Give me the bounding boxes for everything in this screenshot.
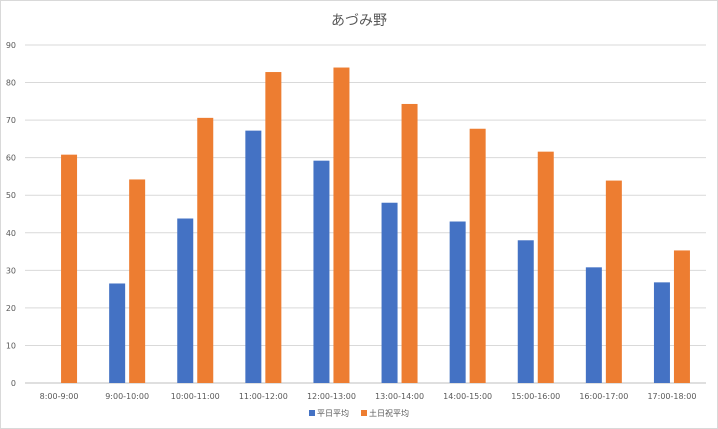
y-tick-label: 10 — [6, 341, 16, 350]
x-tick-label: 15:00-16:00 — [511, 392, 560, 401]
y-tick-label: 90 — [6, 41, 16, 50]
x-tick-label: 13:00-14:00 — [375, 392, 424, 401]
bar-weekday — [653, 282, 670, 383]
bar-weekday — [517, 240, 534, 383]
bar-holiday — [605, 180, 622, 383]
x-tick-label: 11:00-12:00 — [239, 392, 288, 401]
bar-weekday — [245, 130, 262, 383]
bar-holiday — [61, 154, 78, 383]
bar-weekday — [177, 218, 194, 383]
y-tick-label: 50 — [6, 191, 16, 200]
bar-holiday — [333, 67, 350, 384]
legend-swatch-weekday — [309, 410, 315, 416]
x-tick-label: 14:00-15:00 — [443, 392, 492, 401]
bars — [61, 67, 690, 384]
x-tick-label: 16:00-17:00 — [579, 392, 628, 401]
legend-label-holiday: 土日祝平均 — [369, 408, 409, 418]
bar-holiday — [197, 117, 214, 383]
y-tick-label: 40 — [6, 229, 16, 238]
gridlines — [25, 44, 706, 384]
legend-label-weekday: 平日平均 — [317, 408, 349, 418]
bar-holiday — [401, 103, 418, 383]
bar-weekday — [449, 221, 466, 383]
bar-weekday — [109, 283, 126, 383]
x-tick-label: 12:00-13:00 — [307, 392, 356, 401]
x-tick-label: 17:00-18:00 — [647, 392, 696, 401]
bar-holiday — [537, 151, 554, 383]
x-axis-ticks: 8:00-9:00 9:00-10:00 10:00-11:00 11:00-12:0… — [40, 392, 697, 401]
bar-weekday — [313, 160, 330, 383]
y-axis-ticks: 0 10 20 30 40 50 60 70 80 90 — [6, 41, 16, 388]
y-tick-label: 30 — [6, 266, 16, 275]
y-tick-label: 60 — [6, 154, 16, 163]
y-tick-label: 70 — [6, 116, 16, 125]
bar-holiday — [129, 179, 146, 383]
legend-swatch-holiday — [361, 410, 367, 416]
x-tick-label: 9:00-10:00 — [105, 392, 149, 401]
bar-weekday — [585, 267, 602, 383]
y-tick-label: 80 — [6, 79, 16, 88]
bar-holiday — [265, 72, 282, 383]
bar-weekday — [381, 202, 398, 383]
y-tick-label: 20 — [6, 304, 16, 313]
legend: 平日平均 土日祝平均 — [309, 408, 409, 418]
bar-holiday — [673, 250, 690, 383]
x-tick-label: 10:00-11:00 — [171, 392, 220, 401]
bar-holiday — [469, 128, 486, 383]
y-tick-label: 0 — [11, 379, 16, 388]
x-tick-label: 8:00-9:00 — [40, 392, 79, 401]
chart-title: あづみ野 — [331, 13, 387, 29]
